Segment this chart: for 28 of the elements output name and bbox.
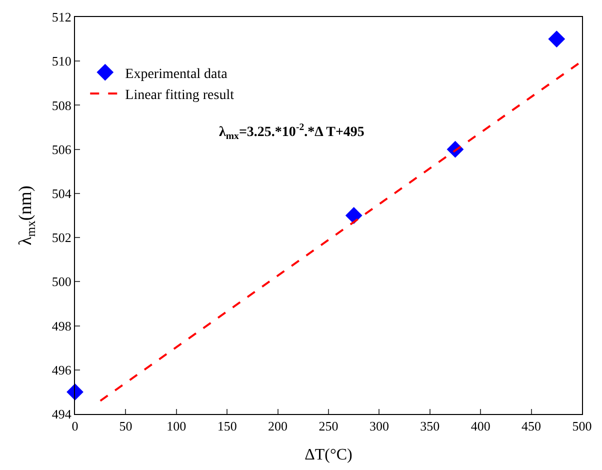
x-tick-label: 500 bbox=[572, 418, 592, 434]
y-tick-label: 510 bbox=[52, 54, 72, 69]
x-tick-label: 100 bbox=[166, 418, 186, 434]
x-tick-label: 0 bbox=[72, 418, 78, 434]
point bbox=[345, 207, 362, 224]
x-tick-label: 200 bbox=[268, 418, 288, 434]
y-tick-label: 500 bbox=[52, 274, 72, 290]
y-tick-label: 504 bbox=[52, 186, 72, 201]
y-tick-label: 494 bbox=[52, 406, 72, 422]
y-tick-label: 512 bbox=[52, 10, 72, 25]
legend-label: Experimental data bbox=[125, 66, 228, 82]
x-axis-title: ΔT(°C) bbox=[304, 446, 352, 464]
y-tick-label: 498 bbox=[52, 318, 72, 334]
point bbox=[548, 30, 566, 48]
x-tick-label: 350 bbox=[420, 418, 440, 434]
y-tick-label: 506 bbox=[52, 142, 72, 157]
y-tick-label: 496 bbox=[52, 362, 72, 378]
x-tick-label: 400 bbox=[470, 418, 490, 434]
x-tick-label: 150 bbox=[217, 418, 237, 434]
x-tick-label: 250 bbox=[318, 418, 338, 434]
x-tick-label: 300 bbox=[369, 418, 389, 434]
annotation: λ$_{mx}$=3.25.*10$^{-2}$.*Δ T+495 bbox=[219, 122, 364, 142]
point bbox=[66, 383, 84, 400]
x-tick-label: 50 bbox=[119, 418, 132, 434]
y-tick-label: 502 bbox=[52, 230, 72, 246]
y-tick-label: 508 bbox=[52, 98, 72, 113]
x-tick-label: 450 bbox=[522, 418, 542, 434]
legend-label: Linear fitting result bbox=[125, 88, 234, 103]
